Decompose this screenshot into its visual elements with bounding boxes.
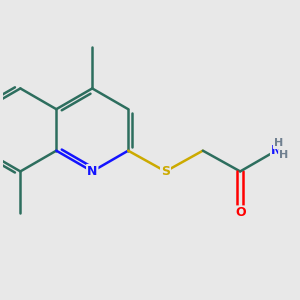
Text: S: S (161, 165, 170, 178)
Text: N: N (87, 165, 98, 178)
Text: N: N (271, 144, 281, 157)
Text: H: H (274, 138, 283, 148)
Text: H: H (279, 150, 288, 160)
Text: O: O (235, 206, 245, 219)
